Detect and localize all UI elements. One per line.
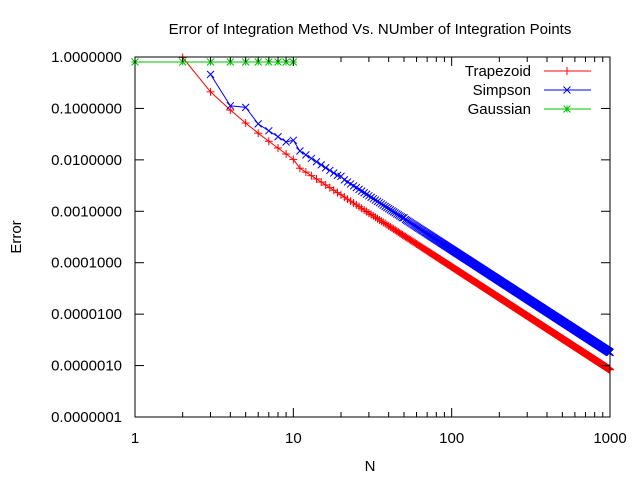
data-point <box>365 191 373 200</box>
data-point <box>206 70 215 79</box>
y-tick-label: 0.0100000 <box>51 152 122 169</box>
data-point <box>282 138 290 146</box>
data-point <box>241 103 250 112</box>
x-tick-label: 1 <box>131 430 139 447</box>
legend-label: Trapezoid <box>465 63 531 80</box>
x-tick-label: 10 <box>285 430 302 447</box>
data-point <box>321 163 330 172</box>
data-point <box>369 211 378 220</box>
y-axis-label: Error <box>8 220 25 253</box>
data-point <box>302 151 310 159</box>
data-point <box>226 101 235 110</box>
data-point <box>296 147 304 155</box>
data-point <box>312 174 321 183</box>
y-tick-label: 1.0000000 <box>51 49 122 66</box>
series-layer <box>131 53 614 374</box>
data-point <box>317 160 326 169</box>
data-point <box>312 157 321 166</box>
data-point <box>254 120 263 128</box>
data-point <box>273 144 282 153</box>
data-point <box>321 180 330 189</box>
data-point <box>333 188 342 197</box>
y-tick-label: 0.0000100 <box>51 306 122 323</box>
data-point <box>386 222 395 231</box>
data-point <box>369 194 378 203</box>
y-tick-label: 0.0001000 <box>51 255 122 272</box>
data-point <box>307 171 316 180</box>
data-point <box>274 132 282 141</box>
y-tick-label: 0.1000000 <box>51 100 122 117</box>
data-point <box>340 193 349 202</box>
data-point <box>563 105 571 113</box>
data-point <box>206 87 215 96</box>
y-tick-label: 0.0000001 <box>51 409 122 426</box>
chart-title: Error of Integration Method Vs. NUmber o… <box>169 21 572 38</box>
legend-label: Gaussian <box>468 101 531 118</box>
data-point <box>254 129 263 138</box>
data-point <box>371 196 380 204</box>
data-point <box>289 136 298 145</box>
data-point <box>415 242 424 251</box>
series-trapezoid <box>178 53 614 374</box>
data-point <box>264 137 273 146</box>
data-point <box>301 168 310 177</box>
y-tick-label: 0.0000010 <box>51 358 122 375</box>
x-axis-label: N <box>365 458 376 475</box>
data-point <box>307 154 316 163</box>
data-point <box>289 155 298 164</box>
data-point <box>325 166 334 175</box>
data-point <box>362 190 371 199</box>
data-point <box>329 169 338 177</box>
data-point <box>317 178 326 187</box>
y-tick-label: 0.0010000 <box>51 203 122 220</box>
data-point <box>295 164 304 173</box>
legend-label: Simpson <box>473 82 531 99</box>
x-tick-label: 100 <box>439 430 464 447</box>
data-point <box>388 224 397 233</box>
data-point <box>264 126 273 135</box>
series-simpson <box>206 70 614 357</box>
x-tick-label: 1000 <box>593 430 626 447</box>
data-point <box>367 193 375 202</box>
data-point <box>371 213 380 222</box>
data-point <box>226 106 235 115</box>
data-point <box>282 149 291 158</box>
data-point <box>241 119 250 128</box>
